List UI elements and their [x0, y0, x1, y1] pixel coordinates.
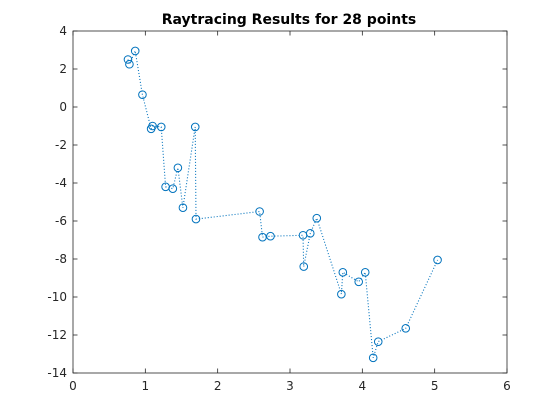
data-point [305, 229, 315, 238]
x-tick-label: 6 [503, 379, 511, 393]
data-point [191, 214, 201, 224]
data-point [148, 121, 157, 131]
data-point [125, 59, 134, 69]
x-axis: 0 1 2 3 4 5 6 [69, 31, 511, 393]
data-point [168, 184, 178, 193]
data-point [337, 289, 346, 299]
data-point [360, 268, 370, 277]
data-point [255, 207, 264, 216]
y-tick-label: -6 [55, 214, 67, 228]
y-tick-label: -12 [47, 328, 67, 342]
y-tick-label: -10 [47, 290, 67, 304]
data-point [173, 163, 183, 173]
y-tick-label: 2 [59, 62, 67, 76]
data-point [156, 122, 166, 132]
data-point [130, 46, 140, 56]
y-tick-label: 0 [59, 100, 67, 114]
data-point [354, 277, 364, 287]
series-points [123, 46, 442, 363]
data-point [266, 231, 275, 241]
data-point [299, 262, 309, 271]
y-tick-label: -2 [55, 138, 67, 152]
data-point [178, 203, 188, 212]
data-point [338, 268, 348, 277]
data-point [312, 213, 322, 223]
x-tick-label: 0 [69, 379, 77, 393]
y-tick-label: 4 [59, 24, 67, 38]
x-tick-label: 1 [142, 379, 150, 393]
x-tick-label: 5 [431, 379, 439, 393]
x-tick-label: 4 [359, 379, 367, 393]
y-tick-label: -14 [47, 366, 67, 380]
chart-title: Raytracing Results for 28 points [162, 12, 416, 28]
plot-area [73, 31, 507, 373]
y-axis: -14 -12 -10 -8 -6 -4 -2 0 2 4 [47, 24, 507, 380]
plot-frame [72, 30, 508, 374]
y-tick-label: -4 [55, 176, 67, 190]
data-point [190, 122, 200, 132]
data-point [368, 353, 378, 363]
data-point [373, 337, 383, 346]
data-point [433, 255, 442, 265]
x-tick-label: 2 [214, 379, 222, 393]
data-point [138, 90, 147, 99]
x-tick-label: 3 [286, 379, 294, 393]
data-point [123, 55, 133, 64]
data-point [401, 324, 411, 333]
y-tick-label: -8 [55, 252, 67, 266]
